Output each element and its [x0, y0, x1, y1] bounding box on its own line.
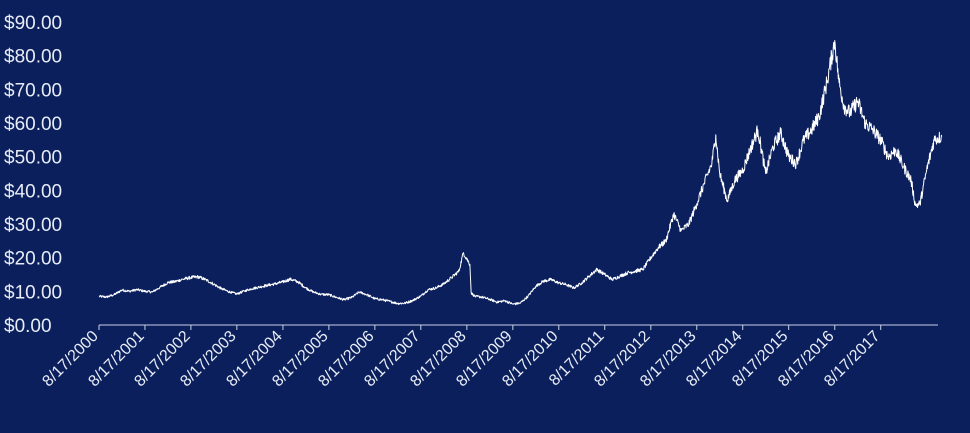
y-tick-label: $90.00	[4, 13, 62, 34]
y-tick-label: $80.00	[4, 47, 62, 68]
y-tick-label: $20.00	[4, 249, 62, 270]
price-series-line	[98, 40, 943, 306]
y-tick-label: $40.00	[4, 181, 62, 202]
y-tick-label: $50.00	[4, 148, 62, 169]
y-tick-label: $30.00	[4, 215, 62, 236]
y-tick-label: $70.00	[4, 80, 62, 101]
y-tick-label: $60.00	[4, 114, 62, 135]
y-tick-label: $0.00	[4, 316, 52, 337]
y-tick-label: $10.00	[4, 282, 62, 303]
